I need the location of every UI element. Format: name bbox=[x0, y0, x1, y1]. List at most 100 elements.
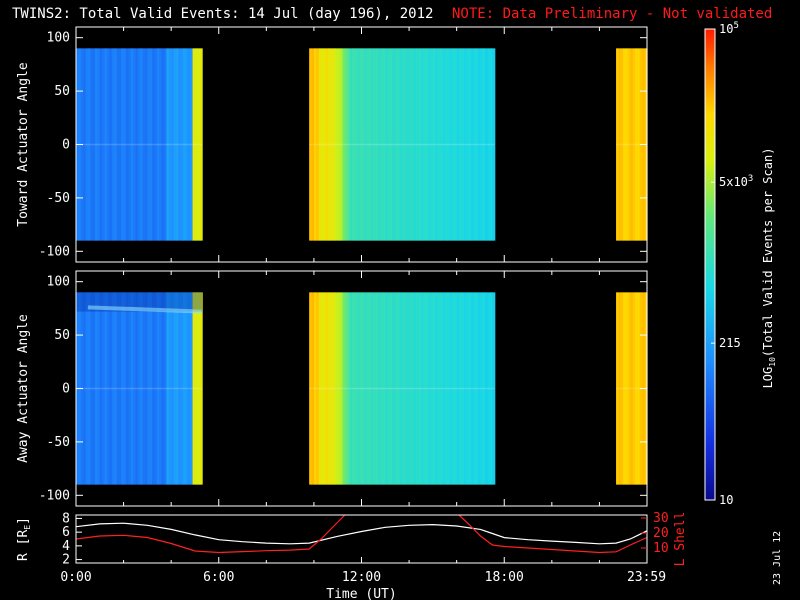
heatmap-cell bbox=[480, 48, 484, 241]
heatmap-cell bbox=[309, 292, 313, 485]
heatmap-cell bbox=[164, 292, 168, 485]
heatmap-cell bbox=[413, 292, 417, 485]
heatmap-cell bbox=[85, 48, 89, 241]
heatmap-cell bbox=[475, 292, 479, 485]
heatmap-cell bbox=[190, 48, 194, 241]
heatmap-cell bbox=[451, 292, 455, 485]
heatmap-cell bbox=[423, 292, 427, 485]
x-tick-label: 23:59 bbox=[627, 570, 666, 585]
heatmap-cell bbox=[387, 48, 391, 241]
heatmap-cell bbox=[366, 292, 370, 485]
heatmap-cell bbox=[416, 48, 420, 241]
heatmap-cell bbox=[109, 292, 113, 485]
heatmap-cell bbox=[175, 48, 179, 241]
heatmap-cell bbox=[194, 48, 198, 241]
heatmap-cell bbox=[385, 292, 389, 485]
heatmap-cell bbox=[116, 292, 120, 485]
heatmap-cell bbox=[109, 48, 113, 241]
heatmap-cell bbox=[623, 48, 627, 241]
heatmap-cell bbox=[618, 292, 622, 485]
heatmap-cell bbox=[404, 48, 408, 241]
heatmap-cell bbox=[630, 48, 634, 241]
heatmap-cell bbox=[380, 292, 384, 485]
heatmap-cell bbox=[123, 48, 127, 241]
heatmap-cell bbox=[630, 292, 634, 485]
heatmap-cell bbox=[447, 48, 451, 241]
y-tick-label: -100 bbox=[39, 488, 70, 503]
heatmap-cell bbox=[114, 48, 118, 241]
heatmap-cell bbox=[409, 292, 413, 485]
heatmap-cell bbox=[121, 292, 125, 485]
heatmap-cell bbox=[332, 48, 336, 241]
date-stamp: 23 Jul 12 bbox=[772, 530, 783, 585]
heatmap-cell bbox=[366, 48, 370, 241]
heatmap-cell bbox=[363, 48, 367, 241]
heatmap-cell bbox=[92, 48, 96, 241]
heatmap-cell bbox=[92, 292, 96, 485]
heatmap-cell bbox=[330, 48, 334, 241]
heatmap-cell bbox=[373, 48, 377, 241]
heatmap-cell bbox=[173, 292, 177, 485]
r-series-line bbox=[75, 522, 648, 545]
y-tick-label: 0 bbox=[62, 138, 70, 153]
heatmap-cell bbox=[420, 48, 424, 241]
heatmap-cell bbox=[145, 292, 148, 485]
heatmap-cell bbox=[99, 48, 103, 241]
heatmap-cell bbox=[356, 292, 360, 485]
heatmap-cell bbox=[133, 48, 137, 241]
heatmap-cell bbox=[142, 48, 146, 241]
heatmap-cell bbox=[637, 48, 641, 241]
heatmap-cell bbox=[627, 292, 631, 485]
heatmap-cell bbox=[416, 292, 420, 485]
heatmap-cell bbox=[318, 292, 322, 485]
heatmap-cell bbox=[397, 292, 401, 485]
heatmap-cell bbox=[147, 292, 151, 485]
heatmap-cell bbox=[116, 48, 120, 241]
heatmap-cell bbox=[183, 292, 187, 485]
heatmap-cell bbox=[171, 48, 175, 241]
heatmap-cell bbox=[447, 292, 451, 485]
heatmap-cell bbox=[159, 48, 163, 241]
heatmap-cell bbox=[492, 48, 496, 241]
data-segment bbox=[76, 48, 203, 241]
colorbar-tick-label: 105 bbox=[719, 21, 739, 36]
heatmap-cell bbox=[321, 48, 325, 241]
heatmap-cell bbox=[166, 48, 170, 241]
heatmap-cell bbox=[121, 48, 125, 241]
heatmap-cell bbox=[482, 292, 486, 485]
heatmap-cell bbox=[337, 292, 341, 485]
heatmap-cell bbox=[440, 292, 443, 485]
heatmap-cell bbox=[478, 48, 482, 241]
heatmap-cell bbox=[142, 292, 146, 485]
heatmap-cell bbox=[368, 292, 372, 485]
heatmap-cell bbox=[85, 292, 89, 485]
heatmap-cell bbox=[354, 48, 358, 241]
heatmap-cell bbox=[401, 292, 405, 485]
heatmap-cell bbox=[114, 292, 118, 485]
heatmap-cell bbox=[185, 292, 189, 485]
heatmap-cell bbox=[180, 48, 184, 241]
heatmap-cell bbox=[361, 48, 365, 241]
heatmap-cell bbox=[166, 292, 170, 485]
heatmap-cell bbox=[183, 48, 187, 241]
heatmap-cell bbox=[437, 292, 441, 485]
heatmap-cell bbox=[140, 292, 144, 485]
heatmap-cell bbox=[123, 292, 127, 485]
heatmap-cell bbox=[482, 48, 486, 241]
colorbar-tick-label: 5x103 bbox=[719, 174, 753, 189]
heatmap-cell bbox=[623, 292, 627, 485]
heatmap-cell bbox=[102, 48, 106, 241]
heatmap-cell bbox=[442, 48, 446, 241]
heatmap-cell bbox=[435, 48, 439, 241]
heatmap-cell bbox=[95, 48, 99, 241]
heatmap-cell bbox=[156, 48, 160, 241]
y-tick-label: 100 bbox=[47, 275, 70, 290]
right-tick-label: 30 bbox=[653, 511, 669, 526]
plot-background bbox=[76, 515, 647, 563]
heatmap-cell bbox=[432, 48, 436, 241]
heatmap-cell bbox=[111, 292, 115, 485]
heatmap-cell bbox=[178, 292, 182, 485]
heatmap-cell bbox=[461, 292, 465, 485]
heatmap-cell bbox=[337, 48, 341, 241]
heatmap-cell bbox=[390, 292, 394, 485]
